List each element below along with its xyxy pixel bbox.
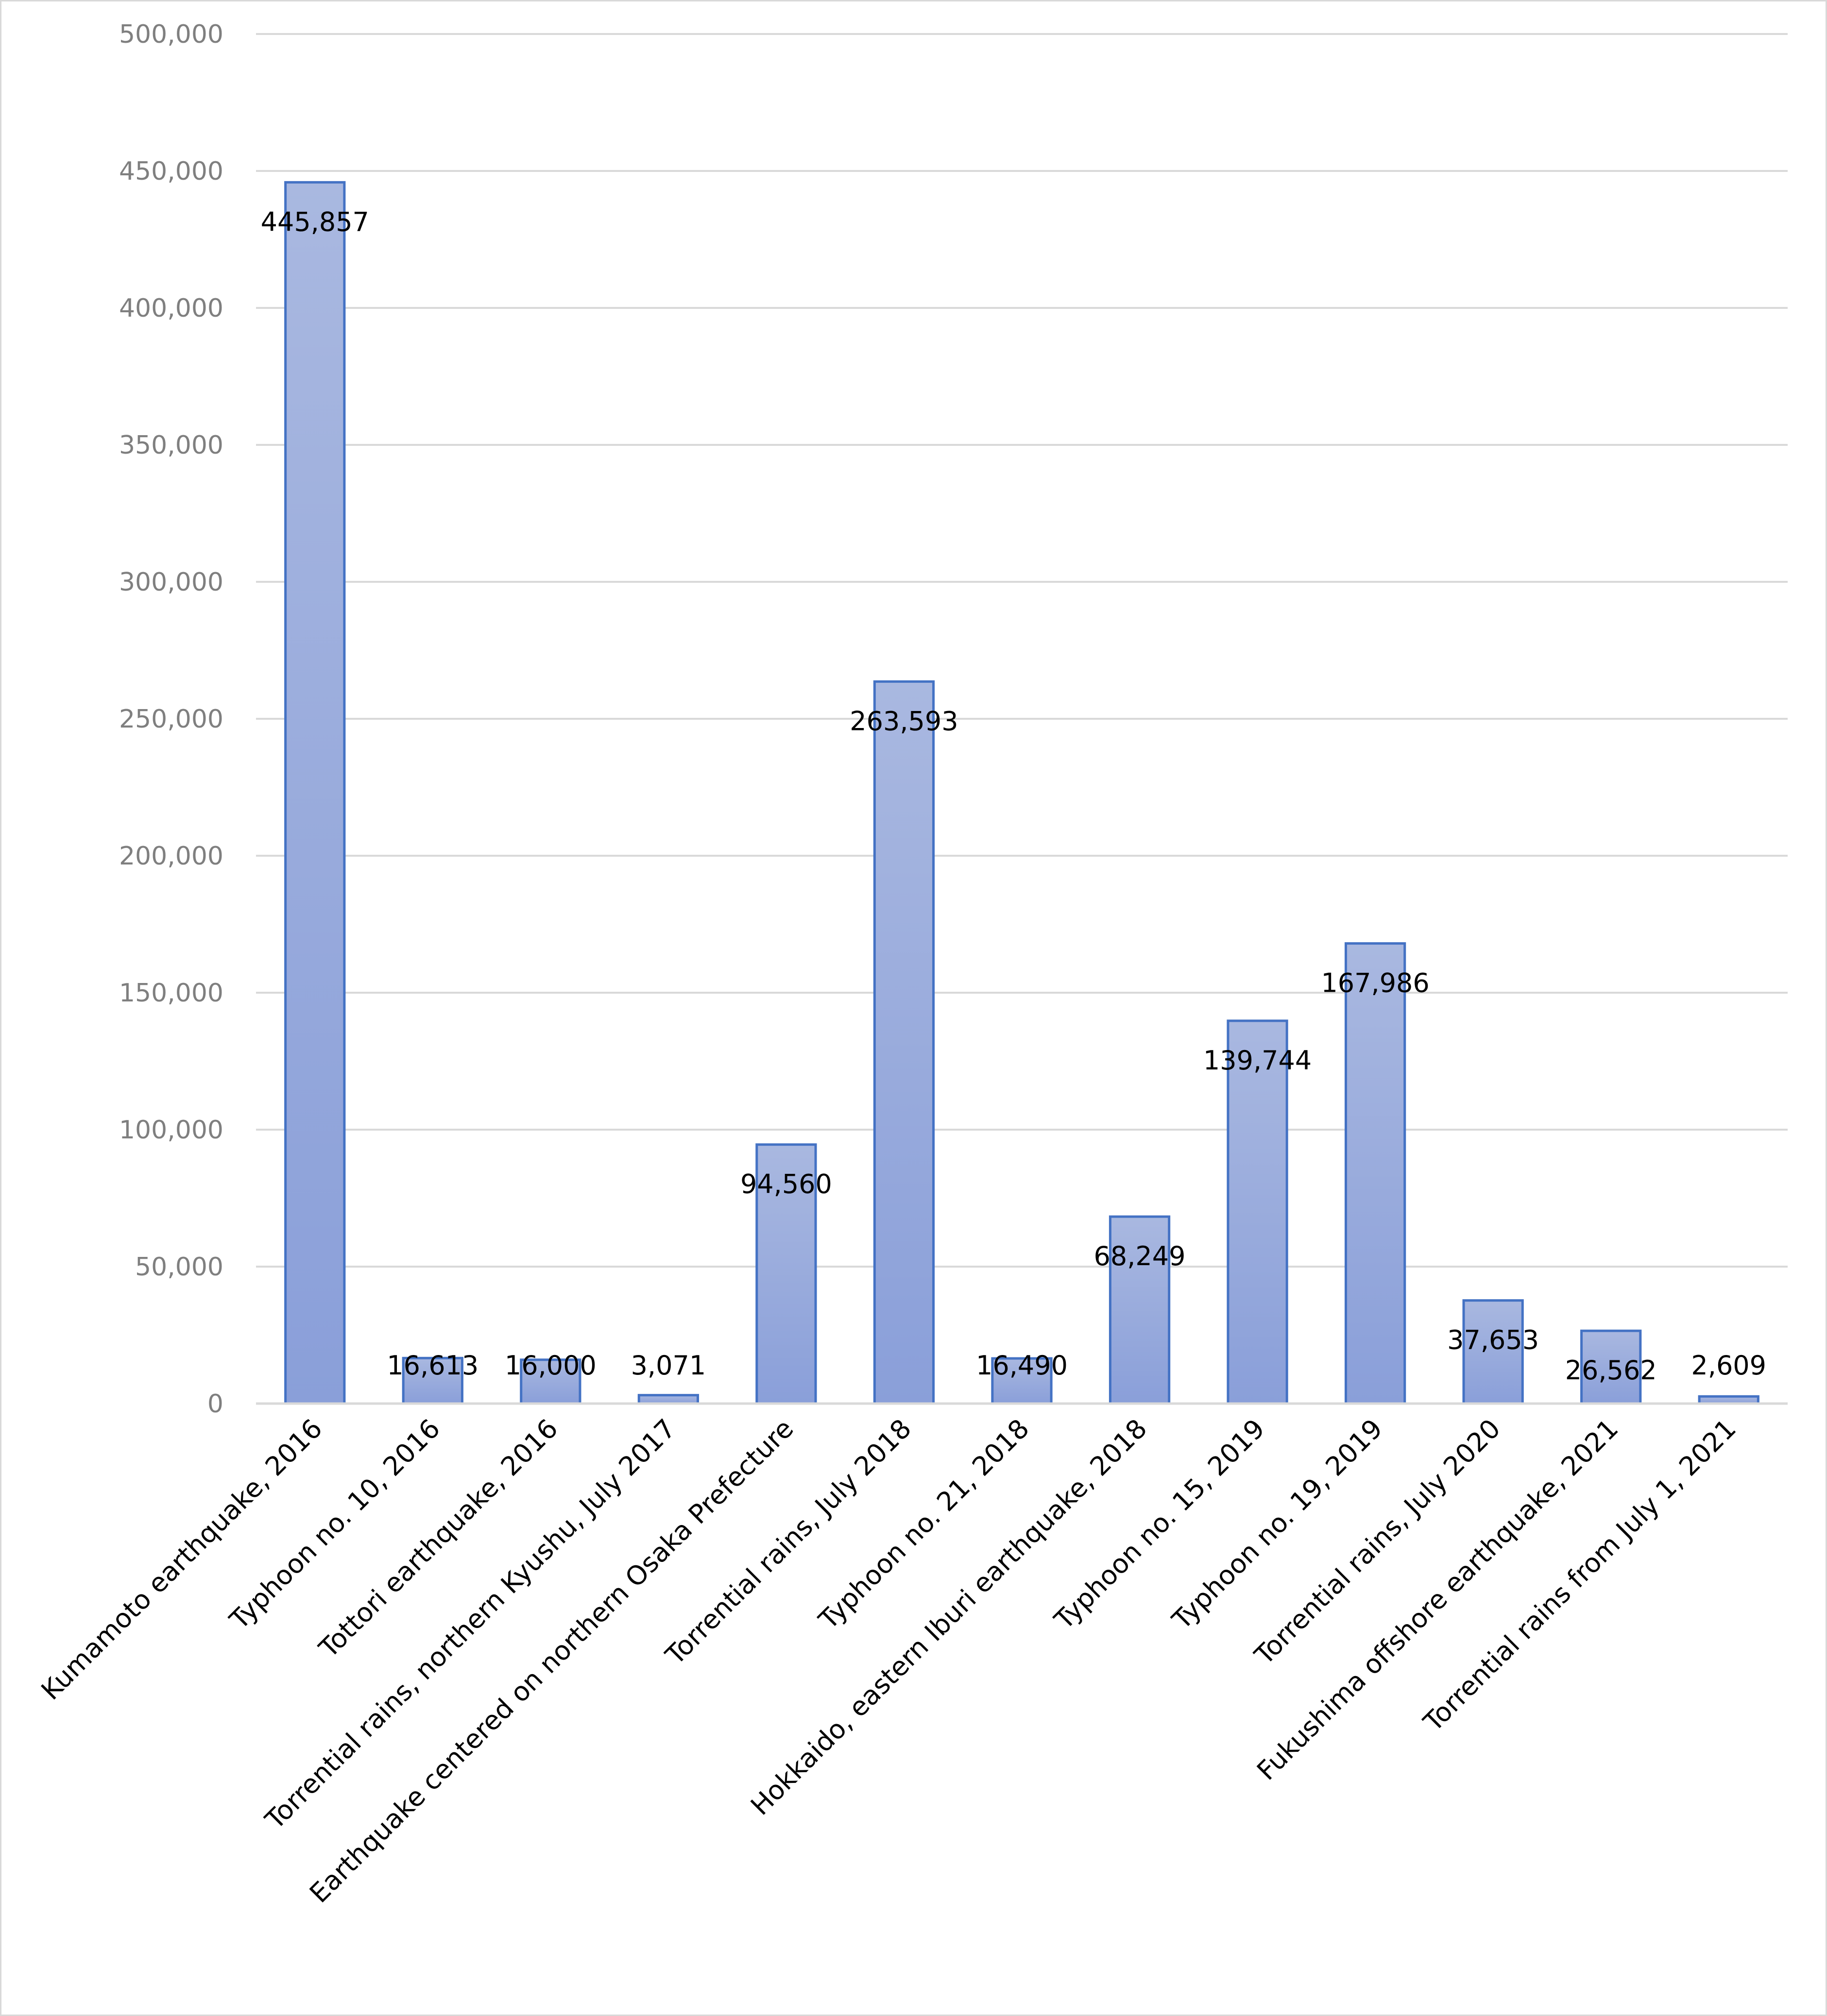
gridlines (256, 33, 1788, 1268)
bar (1109, 1215, 1171, 1405)
y-axis-ticks: 0 50,000 100,000 150,000 200,000 250,000 300,0… (119, 20, 223, 1419)
bars (284, 181, 1759, 1405)
bar (402, 1356, 463, 1405)
data-label: 2,609 (1691, 1350, 1766, 1381)
data-label: 139,744 (1203, 1045, 1312, 1076)
bar (991, 1357, 1053, 1405)
category-label: Torrential rains, July 2018 (659, 1413, 917, 1671)
bar (1227, 1019, 1288, 1405)
y-tick-label: 400,000 (119, 294, 223, 323)
y-tick-label: 500,000 (119, 20, 223, 49)
y-tick-label: 150,000 (119, 979, 223, 1008)
y-tick-label: 200,000 (119, 842, 223, 871)
category-label: Tottori earthquake, 2016 (313, 1413, 563, 1664)
category-label: Typhoon no. 19, 2019 (1166, 1413, 1388, 1636)
bar (1344, 942, 1406, 1405)
category-label: Typhoon no. 10, 2016 (223, 1413, 446, 1636)
bar (755, 1143, 817, 1405)
data-label: 16,613 (387, 1350, 478, 1381)
bar (637, 1394, 700, 1405)
bar (284, 181, 346, 1405)
data-label: 3,071 (631, 1350, 706, 1381)
y-tick-label: 50,000 (135, 1253, 223, 1282)
y-tick-label: 350,000 (119, 431, 223, 460)
category-label: Hokkaido, eastern Iburi earthquake, 2018 (745, 1413, 1153, 1821)
category-label: Torrential rains, July 2020 (1248, 1413, 1506, 1671)
category-label: Typhoon no. 15, 2019 (1048, 1413, 1271, 1636)
category-label: Torrential rains, northern Kyushu, July … (259, 1413, 682, 1836)
data-label: 37,653 (1447, 1325, 1539, 1355)
data-label: 445,857 (261, 206, 369, 237)
data-label: 94,560 (740, 1169, 832, 1200)
bar (1462, 1299, 1524, 1405)
data-label: 16,000 (505, 1350, 597, 1381)
y-tick-label: 450,000 (119, 157, 223, 186)
data-labels: 445,857 16,613 16,000 3,071 94,560 263,593 16,… (261, 206, 1766, 1386)
data-label: 16,490 (976, 1350, 1068, 1381)
y-tick-label: 250,000 (119, 705, 223, 734)
data-label: 68,249 (1094, 1241, 1186, 1271)
bar (873, 680, 935, 1405)
y-tick-label: 300,000 (119, 568, 223, 597)
y-tick-label: 0 (207, 1389, 223, 1419)
y-tick-label: 100,000 (119, 1116, 223, 1145)
data-label: 167,986 (1321, 968, 1429, 999)
data-label: 26,562 (1565, 1355, 1657, 1386)
data-label: 263,593 (850, 706, 958, 736)
category-label: Typhoon no. 21, 2018 (813, 1413, 1035, 1636)
